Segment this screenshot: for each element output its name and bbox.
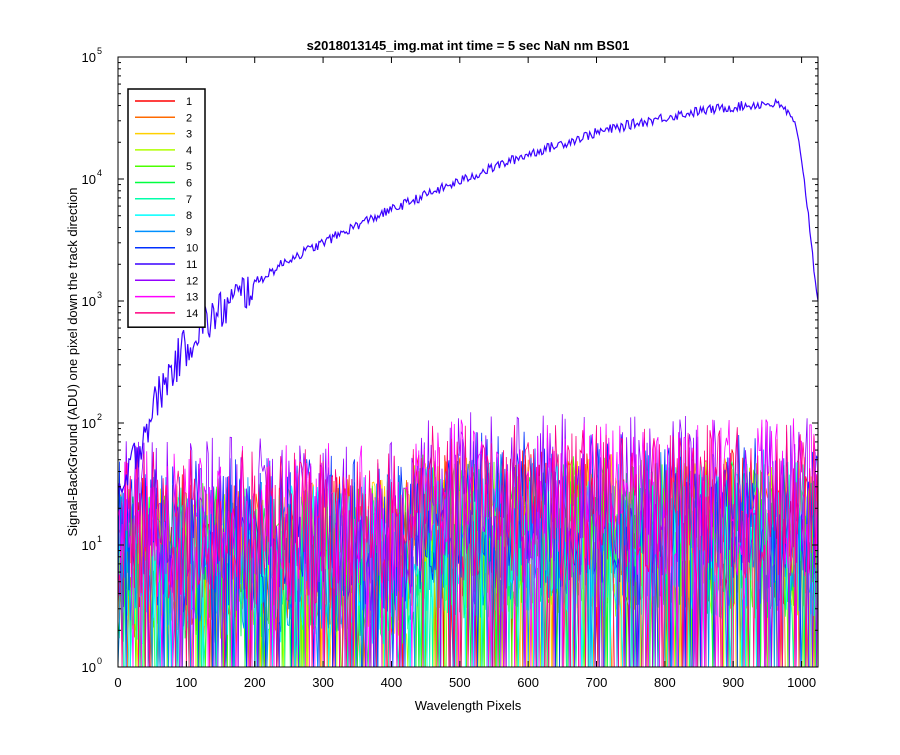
x-axis: 0 100 200 300 400 500 600 700 800 900 1000 — [114, 57, 816, 690]
legend-label-9: 9 — [186, 226, 192, 238]
x-tick-label: 100 — [176, 675, 198, 690]
legend-label-1: 1 — [186, 96, 192, 108]
x-tick-label: 0 — [114, 675, 121, 690]
y-tick-label-exponent: 1 — [97, 534, 102, 544]
y-tick-label: 10 — [82, 172, 96, 187]
series-line-13 — [118, 418, 818, 667]
y-tick-label-exponent: 0 — [97, 656, 102, 666]
x-tick-label: 600 — [517, 675, 539, 690]
chart-title: s2018013145_img.mat int time = 5 sec NaN… — [307, 38, 630, 53]
axes-box — [117, 56, 819, 668]
legend-label-12: 12 — [186, 275, 198, 287]
x-tick-label: 300 — [312, 675, 334, 690]
y-tick-label: 10 — [82, 294, 96, 309]
x-axis-label: Wavelength Pixels — [415, 698, 522, 713]
legend-label-5: 5 — [186, 161, 192, 173]
x-tick-label: 400 — [381, 675, 403, 690]
x-tick-label: 700 — [586, 675, 608, 690]
x-tick-label: 1000 — [787, 675, 816, 690]
legend-label-8: 8 — [186, 210, 192, 222]
y-tick-label: 10 — [82, 538, 96, 553]
legend-label-4: 4 — [186, 145, 192, 157]
y-tick-label-exponent: 2 — [97, 412, 102, 422]
x-tick-label: 500 — [449, 675, 471, 690]
legend-label-11: 11 — [186, 259, 197, 271]
y-tick-label-exponent: 5 — [97, 46, 102, 56]
y-tick-label: 10 — [82, 660, 96, 675]
legend-label-14: 14 — [186, 308, 198, 320]
legend-label-6: 6 — [186, 178, 192, 190]
legend-label-7: 7 — [186, 194, 192, 206]
legend-label-10: 10 — [186, 243, 198, 255]
y-tick-label: 10 — [82, 50, 96, 65]
y-tick-label-exponent: 3 — [97, 290, 102, 300]
x-tick-label: 900 — [722, 675, 744, 690]
x-tick-label: 200 — [244, 675, 266, 690]
series-layer — [118, 98, 818, 667]
y-tick-label-exponent: 4 — [97, 168, 102, 178]
series-line-14 — [118, 424, 818, 667]
y-axis-label: Signal-BackGround (ADU) one pixel down t… — [65, 187, 80, 536]
legend-box — [127, 88, 206, 328]
legend-label-13: 13 — [186, 292, 198, 304]
series-line-11 — [118, 98, 818, 498]
legend-label-2: 2 — [186, 112, 192, 124]
y-tick-label: 10 — [82, 416, 96, 431]
legend-label-3: 3 — [186, 129, 192, 141]
x-tick-label: 800 — [654, 675, 676, 690]
